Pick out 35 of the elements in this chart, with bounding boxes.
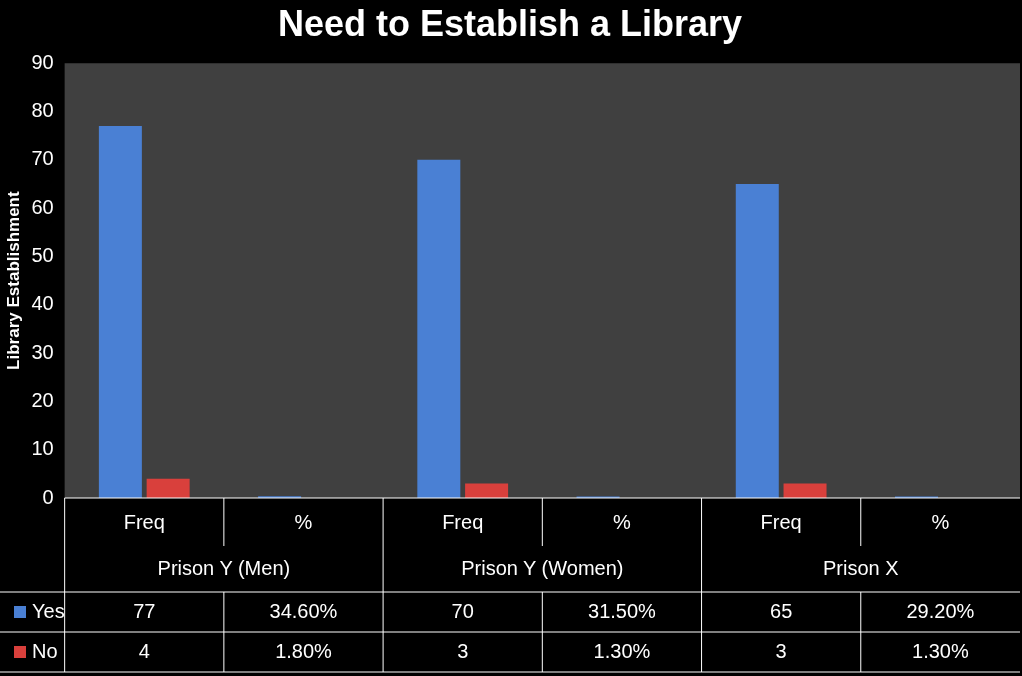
data-label: 34.60% xyxy=(269,599,338,622)
y-tick-label: 90 xyxy=(31,50,54,73)
data-label: 29.20% xyxy=(906,599,975,622)
data-label: 1.30% xyxy=(593,639,651,662)
data-label: 65 xyxy=(770,599,793,622)
y-tick-label: 30 xyxy=(31,340,54,363)
y-tick-label: 60 xyxy=(31,195,54,218)
text: Prison X xyxy=(822,556,899,579)
x-tick-label: Freq xyxy=(760,510,802,533)
legend-label: Yes xyxy=(32,599,65,622)
x-tick-label: % xyxy=(613,510,632,533)
x-tick-label: Freq xyxy=(123,510,165,533)
data-label: 1.30% xyxy=(912,639,969,662)
data-label: 3 xyxy=(775,639,787,662)
y-axis-title: Library Establishment xyxy=(3,190,23,370)
x-tick-label: % xyxy=(294,510,313,533)
text: Prison Y (Men) xyxy=(157,556,291,579)
legend-label: No xyxy=(32,639,58,662)
data-label: 70 xyxy=(451,599,474,622)
data-label: 77 xyxy=(133,599,156,622)
y-tick-label: 70 xyxy=(31,147,54,170)
x-tick-label: Freq xyxy=(442,510,484,533)
y-tick-label: 20 xyxy=(31,388,54,411)
data-label: 1.80% xyxy=(275,639,333,662)
data-label: 31.50% xyxy=(588,599,657,622)
x-tick-label: % xyxy=(931,510,950,533)
text: Prison Y (Women) xyxy=(461,556,624,579)
y-tick-label: 50 xyxy=(31,243,54,266)
y-tick-label: 40 xyxy=(31,292,54,315)
data-label: 3 xyxy=(457,639,469,662)
y-tick-label: 0 xyxy=(42,485,54,508)
data-label: 4 xyxy=(138,639,150,662)
chart-title: Need to Establish a Library xyxy=(277,2,743,44)
y-tick-label: 10 xyxy=(31,437,54,460)
y-tick-label: 80 xyxy=(31,99,54,122)
